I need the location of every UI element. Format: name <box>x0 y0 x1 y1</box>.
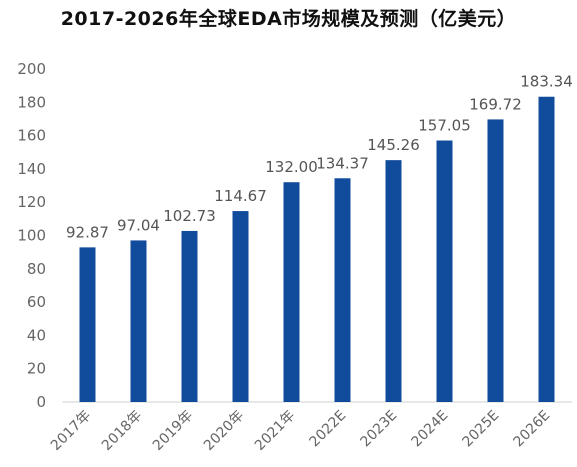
x-tick-label: 2022E <box>307 408 350 451</box>
y-tick-label: 60 <box>27 293 46 311</box>
y-tick-label: 100 <box>17 227 46 245</box>
y-tick-label: 200 <box>17 60 46 78</box>
y-tick-label: 0 <box>36 393 46 411</box>
x-tick-label: 2019年 <box>150 408 196 454</box>
y-tick-label: 120 <box>17 193 46 211</box>
x-tick-label: 2026E <box>511 408 554 451</box>
bar <box>283 182 300 402</box>
chart-title: 2017-2026年全球EDA市场规模及预测（亿美元） <box>60 8 517 30</box>
bar <box>79 247 96 402</box>
x-tick-label: 2021年 <box>252 408 298 454</box>
bar <box>385 160 402 402</box>
x-tick-label: 2023E <box>358 408 401 451</box>
data-label: 134.37 <box>316 154 369 172</box>
data-label: 92.87 <box>66 223 109 241</box>
x-tick-label: 2020年 <box>201 408 247 454</box>
x-tick-label: 2018年 <box>99 408 145 454</box>
x-tick-label: 2024E <box>409 408 452 451</box>
bar <box>232 211 249 402</box>
bar <box>130 240 147 402</box>
data-label: 132.00 <box>265 158 318 176</box>
y-tick-label: 20 <box>27 360 46 378</box>
data-label: 183.34 <box>520 73 573 91</box>
y-tick-label: 140 <box>17 160 46 178</box>
data-label: 102.73 <box>163 207 216 225</box>
data-label: 169.72 <box>469 95 522 113</box>
bar <box>181 230 198 402</box>
x-tick-label: 2017年 <box>48 408 94 454</box>
y-tick-label: 160 <box>17 127 46 145</box>
y-tick-label: 80 <box>27 260 46 278</box>
y-tick-label: 180 <box>17 93 46 111</box>
y-tick-label: 40 <box>27 326 46 344</box>
data-label: 145.26 <box>367 136 420 154</box>
data-label: 157.05 <box>418 117 471 135</box>
bar <box>487 119 504 402</box>
data-label: 97.04 <box>117 216 160 234</box>
x-tick-label: 2025E <box>460 408 503 451</box>
bar <box>538 96 555 403</box>
data-label: 114.67 <box>214 187 267 205</box>
bar <box>436 140 453 402</box>
bar <box>334 178 351 402</box>
